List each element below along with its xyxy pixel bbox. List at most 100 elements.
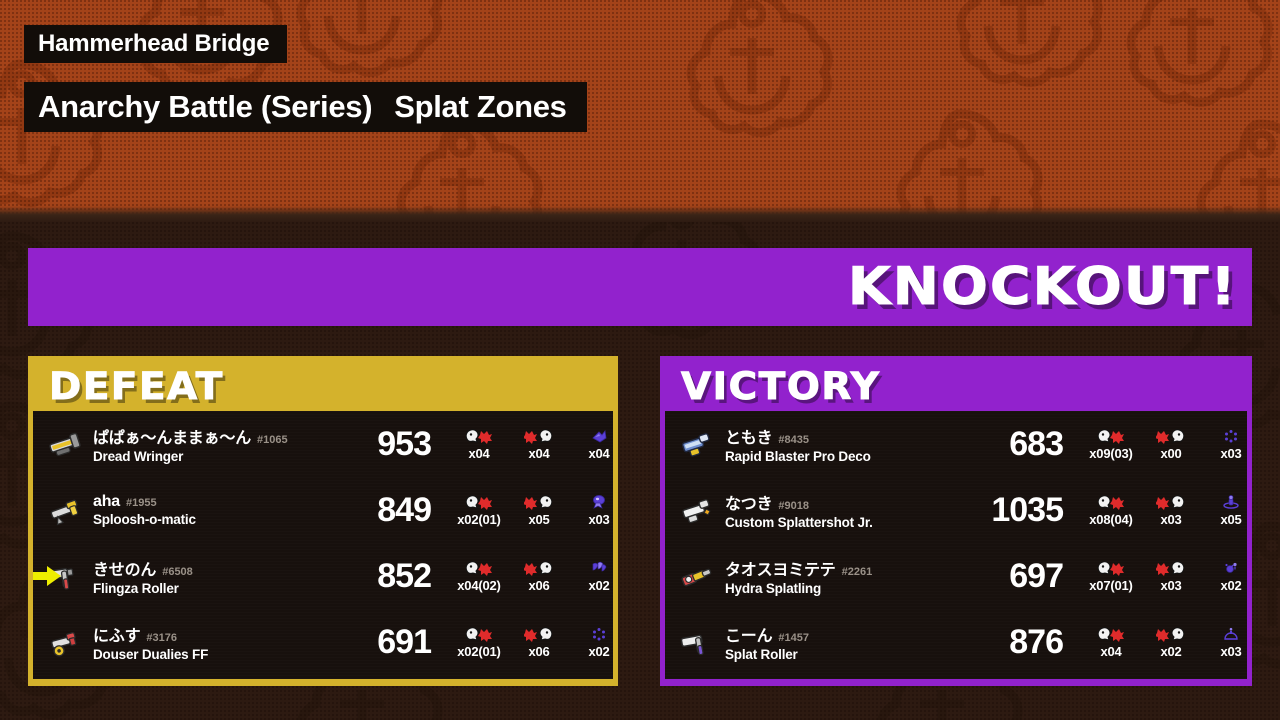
- splat-kill-icon: [464, 626, 494, 643]
- specials-value: x05: [1220, 511, 1242, 527]
- player-row[interactable]: にふす #3176 Douser Dualies FF 691 x02(01) x…: [33, 609, 613, 675]
- splat-kill-icon: [1096, 494, 1126, 511]
- player-row[interactable]: ぱぱぁ～んままぁ～ん #1065 Dread Wringer 953 x04 x0…: [33, 411, 613, 477]
- splat-roller-icon: [675, 620, 719, 664]
- player-name-line: きせのん #6508: [93, 556, 309, 580]
- deaths-value: x03: [1160, 577, 1182, 593]
- stat-kills: x07(01): [1085, 560, 1137, 593]
- weapon-name: Douser Dualies FF: [93, 647, 209, 662]
- player-name-line: タオスヨミテテ #2261: [725, 556, 941, 580]
- mode-rule-plate: Anarchy Battle (Series) Splat Zones: [24, 82, 587, 132]
- header-bottom-fade: [0, 206, 1280, 222]
- splatling-icon: [675, 554, 719, 598]
- kills-value: x07(01): [1089, 577, 1133, 593]
- splat-death-icon: [1156, 560, 1186, 577]
- player-tag: #1955: [125, 497, 157, 509]
- dualies-icon: [43, 620, 87, 664]
- weapon-name: Flingza Roller: [93, 581, 179, 596]
- player-score: 849: [377, 490, 432, 529]
- stat-specials: x05: [1205, 494, 1247, 527]
- player-name: なつき: [725, 496, 773, 513]
- shooter-icon: [675, 488, 719, 532]
- stat-specials: x02: [573, 560, 613, 593]
- stat-deaths: x02: [1145, 626, 1197, 659]
- specials-value: x02: [588, 577, 610, 593]
- player-identity: にふす #3176 Douser Dualies FF: [93, 622, 309, 662]
- player-row[interactable]: ともき #8435 Rapid Blaster Pro Deco 683 x09(…: [665, 411, 1247, 477]
- player-stats: x04 x02 x03: [1085, 626, 1247, 659]
- player-row[interactable]: タオスヨミテテ #2261 Hydra Splatling 697 x07(01)…: [665, 543, 1247, 609]
- player-identity: ぱぱぁ～んままぁ～ん #1065 Dread Wringer: [93, 424, 309, 464]
- player-tag: #2261: [841, 566, 873, 578]
- specials-value: x03: [1220, 643, 1242, 659]
- player-row[interactable]: きせのん #6508 Flingza Roller 852 x04(02) x06: [33, 543, 613, 609]
- deaths-value: x04: [528, 445, 550, 461]
- battle-rule: Splat Zones: [394, 89, 567, 124]
- stage-name: Hammerhead Bridge: [38, 30, 270, 57]
- splat-kill-icon: [464, 428, 494, 445]
- weapon-name: Rapid Blaster Pro Deco: [725, 449, 871, 464]
- stat-kills: x09(03): [1085, 428, 1137, 461]
- player-score: 876: [1009, 622, 1064, 661]
- stage-header-band: Hammerhead Bridge Anarchy Battle (Series…: [0, 0, 1280, 222]
- splat-death-icon: [524, 494, 554, 511]
- splat-death-icon: [524, 428, 554, 445]
- splat-death-icon: [1156, 428, 1186, 445]
- player-name: ともき: [725, 430, 773, 447]
- player-stats: x04(02) x06 x02: [453, 560, 613, 593]
- player-tag: #9018: [778, 500, 809, 512]
- player-row[interactable]: こーん #1457 Splat Roller 876 x04 x02: [665, 609, 1247, 675]
- player-name-line: ともき #8435: [725, 424, 941, 448]
- player-identity: こーん #1457 Splat Roller: [725, 622, 941, 662]
- stat-kills: x08(04): [1085, 494, 1137, 527]
- player-name: タオスヨミテテ: [725, 562, 836, 579]
- weapon-name: Hydra Splatling: [725, 581, 822, 596]
- wringer-icon: [43, 422, 87, 466]
- player-stats: x04 x04 x04: [453, 428, 613, 461]
- player-score: 697: [1009, 556, 1064, 595]
- splat-kill-icon: [1096, 560, 1126, 577]
- stat-deaths: x06: [513, 626, 565, 659]
- player-name: こーん: [725, 628, 773, 645]
- player-name-line: ぱぱぁ～んままぁ～ん #1065: [93, 424, 309, 448]
- team-title-label: DEFEAT: [48, 364, 224, 408]
- team-panel-defeat: DEFEAT ぱぱぁ～んままぁ～ん #1065 Dread Wringer 953…: [28, 356, 618, 686]
- splat-death-icon: [1156, 494, 1186, 511]
- player-tag: #6508: [162, 566, 193, 578]
- player-tag: #8435: [778, 434, 809, 446]
- stat-specials: x03: [1205, 626, 1247, 659]
- booyah-bomb-icon: [1222, 560, 1240, 577]
- specials-value: x03: [588, 511, 610, 527]
- specials-value: x02: [588, 643, 610, 659]
- stat-kills: x04: [453, 428, 505, 461]
- player-row[interactable]: なつき #9018 Custom Splattershot Jr. 1035 x0…: [665, 477, 1247, 543]
- stat-specials: x03: [1205, 428, 1247, 461]
- specials-value: x03: [1220, 445, 1242, 461]
- stat-kills: x02(01): [453, 626, 505, 659]
- deaths-value: x02: [1160, 643, 1182, 659]
- player-score: 1035: [991, 490, 1064, 529]
- player-score: 852: [377, 556, 432, 595]
- ultra-stamp-icon: [590, 494, 608, 511]
- player-name: にふす: [93, 628, 141, 645]
- player-stats: x02(01) x06 x02: [453, 626, 613, 659]
- kills-value: x04(02): [457, 577, 501, 593]
- player-score: 691: [377, 622, 432, 661]
- player-stats: x08(04) x03 x05: [1085, 494, 1247, 527]
- team-title-defeat: DEFEAT: [33, 361, 613, 411]
- self-player-arrow: [33, 566, 61, 586]
- roster-defeat: ぱぱぁ～んままぁ～ん #1065 Dread Wringer 953 x04 x0…: [33, 411, 613, 679]
- splat-death-icon: [524, 626, 554, 643]
- team-title-victory: VICTORY: [665, 361, 1247, 411]
- killer-wail-icon: [590, 428, 608, 445]
- player-name: aha: [93, 493, 120, 510]
- player-row[interactable]: aha #1955 Sploosh-o-matic 849 x02(01) x05: [33, 477, 613, 543]
- stat-specials: x02: [573, 626, 613, 659]
- stat-deaths: x00: [1145, 428, 1197, 461]
- weapon-name: Custom Splattershot Jr.: [725, 515, 873, 530]
- result-banner-text: KNOCKOUT!: [848, 257, 1238, 318]
- player-tag: #1065: [257, 434, 288, 446]
- stat-kills: x02(01): [453, 494, 505, 527]
- deaths-value: x06: [528, 577, 550, 593]
- player-name: ぱぱぁ～んままぁ～ん: [93, 430, 252, 447]
